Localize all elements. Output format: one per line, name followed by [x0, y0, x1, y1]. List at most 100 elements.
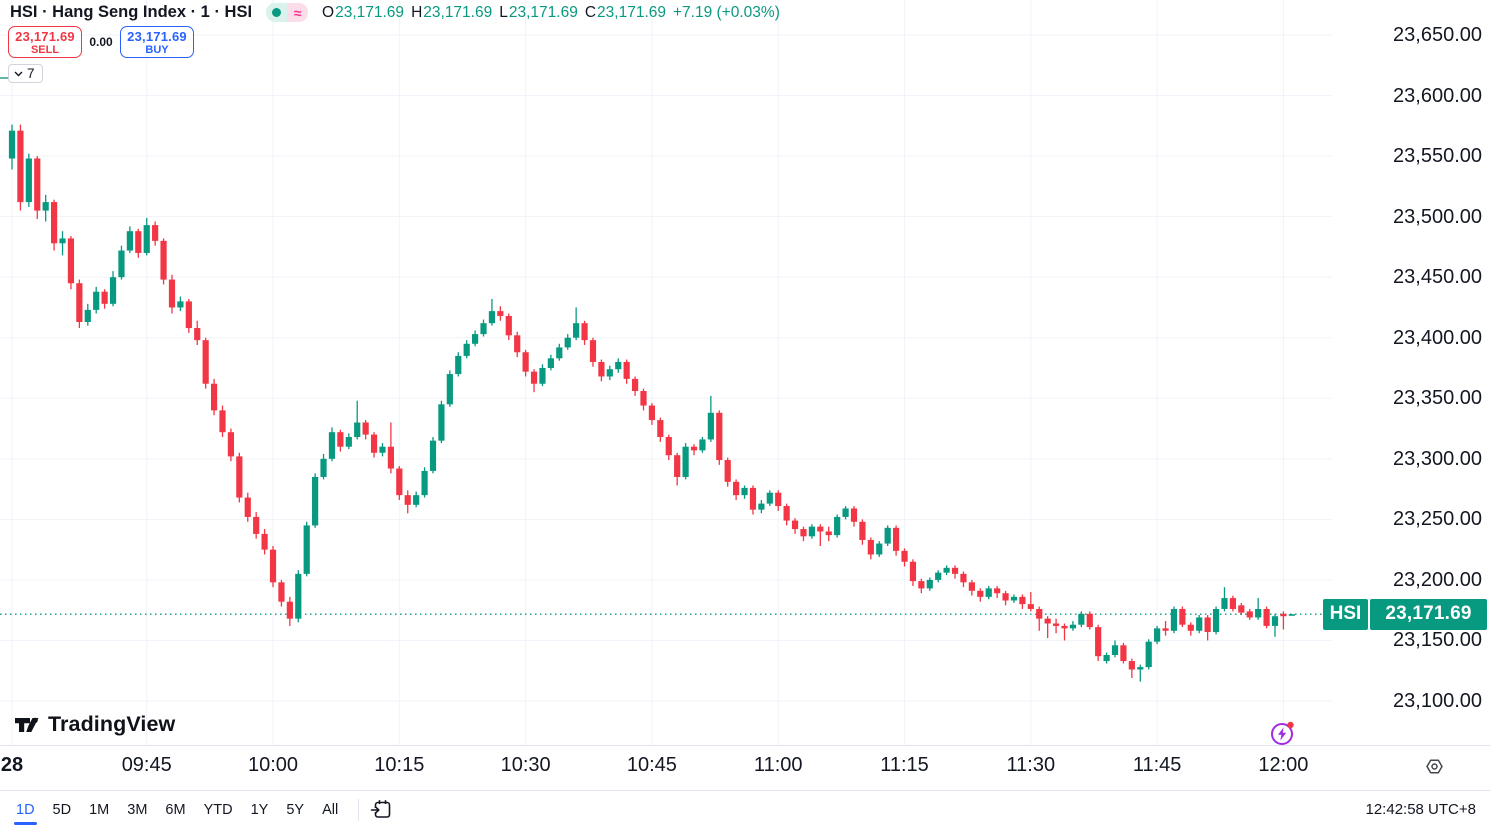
candle: [76, 279, 83, 329]
indicator-count-chip[interactable]: 7: [8, 64, 43, 83]
candle: [665, 434, 672, 461]
green-dot-icon: [272, 8, 282, 17]
candle: [320, 453, 327, 480]
range-buttons: 1D 5D 1M 3M 6M YTD 1Y 5Y All: [0, 801, 347, 825]
candle: [893, 525, 900, 556]
axis-settings-gear-icon[interactable]: [1425, 757, 1444, 776]
candle: [1137, 664, 1144, 682]
candle: [1246, 608, 1253, 620]
range-button-1Y[interactable]: 1Y: [250, 801, 269, 818]
candle: [59, 231, 66, 256]
candle: [733, 479, 740, 500]
price-axis-label: 23,350.00: [1393, 387, 1482, 410]
candle: [379, 443, 386, 457]
close-label: C: [584, 3, 597, 21]
candle: [1255, 598, 1262, 620]
candle: [758, 499, 765, 514]
tradingview-logo[interactable]: TradingView: [13, 711, 175, 738]
candle: [791, 518, 799, 534]
range-button-All[interactable]: All: [322, 801, 339, 818]
candle: [1002, 590, 1009, 606]
candle: [514, 331, 521, 358]
candle: [1204, 615, 1211, 641]
candle: [657, 417, 664, 442]
candle: [850, 506, 858, 527]
time-tick-label: 10:45: [626, 754, 677, 776]
candle: [312, 473, 319, 528]
candle: [1086, 611, 1093, 630]
candle: [1154, 625, 1161, 645]
candle: [25, 153, 32, 207]
candle: [135, 228, 142, 258]
candle: [236, 452, 243, 503]
range-button-1D[interactable]: 1D: [14, 801, 37, 825]
time-axis[interactable]: 28 09:45 10:00 10:15 10:30 10:45 11:00 11:15 11:…: [0, 745, 1490, 791]
current-price-value: 23,171.69: [1370, 598, 1487, 630]
symbol-title[interactable]: HSI · Hang Seng Index · 1 · HSI: [10, 3, 253, 21]
candle: [109, 271, 117, 307]
buy-button[interactable]: 23,171.69 BUY: [120, 26, 194, 58]
time-tick-label: 10:15: [374, 754, 425, 776]
price-axis-label: 23,550.00: [1393, 145, 1482, 168]
candle: [1162, 621, 1169, 636]
range-button-6M[interactable]: 6M: [165, 801, 186, 818]
time-tick-label: 09:45: [121, 754, 172, 776]
candle: [749, 485, 757, 515]
candle: [1238, 602, 1245, 616]
candle: [370, 432, 378, 458]
candle: [303, 521, 310, 577]
candle: [724, 457, 731, 487]
range-button-1M[interactable]: 1M: [89, 801, 110, 818]
approx-price-icon[interactable]: ≈: [287, 3, 309, 22]
candlestick-chart[interactable]: [0, 0, 1334, 745]
candle: [278, 579, 285, 607]
time-tick-label: 11:45: [1132, 754, 1182, 776]
candle: [699, 437, 706, 453]
candle: [581, 320, 588, 345]
candle: [1044, 616, 1051, 639]
candle: [589, 337, 597, 367]
range-button-5Y[interactable]: 5Y: [286, 801, 305, 818]
candle: [1263, 606, 1270, 629]
price-axis[interactable]: 23,650.00 23,600.00 23,550.00 23,500.00 23,4…: [1332, 0, 1490, 790]
range-button-3M[interactable]: 3M: [127, 801, 148, 818]
toolbar-timestamp[interactable]: 12:42:58 UTC+8: [1365, 801, 1477, 818]
candle: [194, 320, 201, 345]
candle: [1111, 640, 1119, 658]
symbol-status: ≈: [266, 3, 309, 22]
candle: [1187, 622, 1194, 636]
candle: [1221, 587, 1228, 612]
range-button-YTD[interactable]: YTD: [203, 801, 233, 818]
candle: [488, 298, 496, 326]
candle: [1179, 606, 1186, 628]
candle: [101, 289, 108, 309]
goto-date-button[interactable]: [370, 798, 393, 821]
candle: [505, 313, 512, 341]
candle: [210, 378, 218, 416]
tradingview-logo-icon: [15, 717, 39, 732]
price-axis-label: 23,250.00: [1393, 508, 1482, 531]
candle: [1271, 613, 1279, 637]
candle: [497, 306, 504, 321]
time-tick-label: 28: [0, 754, 24, 776]
candle: [867, 537, 874, 560]
range-button-5D[interactable]: 5D: [52, 801, 72, 818]
candle: [598, 359, 605, 382]
sell-button[interactable]: 23,171.69 SELL: [8, 26, 82, 58]
price-axis-label: 23,650.00: [1393, 24, 1482, 46]
candle: [17, 124, 24, 211]
market-status-dot-icon[interactable]: [266, 3, 288, 22]
candle: [977, 588, 984, 602]
candle: [834, 514, 841, 538]
candle: [766, 490, 773, 507]
candle: [530, 369, 538, 393]
candle: [1103, 652, 1110, 664]
candle: [362, 420, 369, 440]
flash-boost-icon[interactable]: [1268, 718, 1298, 748]
candle: [1229, 595, 1236, 612]
candle: [640, 388, 647, 411]
candle: [354, 400, 361, 440]
candle: [564, 334, 571, 350]
candle: [1052, 618, 1060, 634]
candle: [775, 490, 782, 511]
